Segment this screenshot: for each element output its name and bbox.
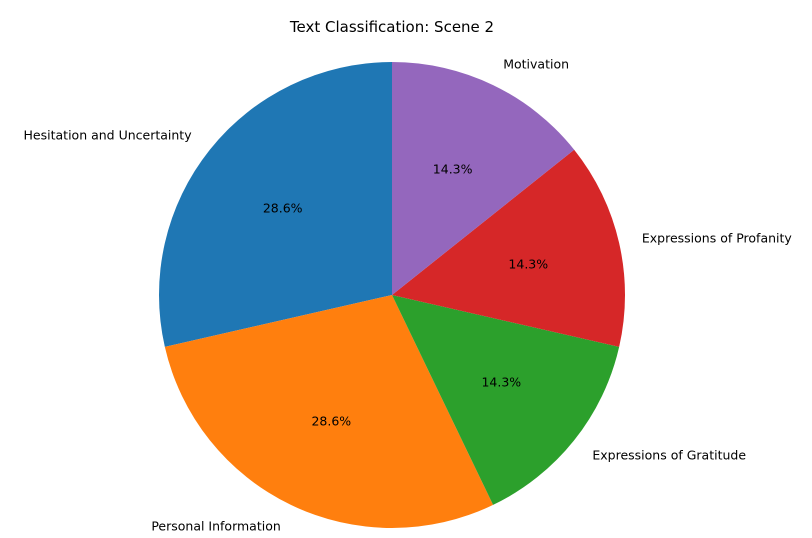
pie-pct-label-hesitation-and-uncertainty: 28.6% — [263, 200, 303, 215]
pie-slice-expressions-of-profanity — [392, 149, 625, 347]
pie-pct-label-motivation: 14.3% — [433, 162, 473, 177]
chart-title: Text Classification: Scene 2 — [289, 18, 494, 36]
pie-category-label-personal-information: Personal Information — [151, 518, 280, 533]
pie-slice-hesitation-and-uncertainty — [158, 62, 392, 347]
pie-category-label-hesitation-and-uncertainty: Hesitation and Uncertainty — [24, 128, 193, 143]
pie-slice-expressions-of-gratitude — [392, 295, 620, 505]
pie-pct-label-expressions-of-gratitude: 14.3% — [481, 375, 521, 390]
pie-pct-label-expressions-of-profanity: 14.3% — [508, 256, 548, 271]
pie-category-label-expressions-of-gratitude: Expressions of Gratitude — [592, 447, 746, 462]
pie-category-label-expressions-of-profanity: Expressions of Profanity — [642, 230, 793, 245]
pie-slices — [158, 62, 625, 528]
pie-pct-label-personal-information: 28.6% — [311, 413, 351, 428]
pie-labels: 28.6% Hesitation and Uncertainty 28.6% Pers… — [24, 57, 793, 534]
pie-slice-personal-information — [164, 295, 494, 528]
pie-slice-motivation — [392, 62, 575, 295]
pie-category-label-motivation: Motivation — [503, 57, 569, 72]
